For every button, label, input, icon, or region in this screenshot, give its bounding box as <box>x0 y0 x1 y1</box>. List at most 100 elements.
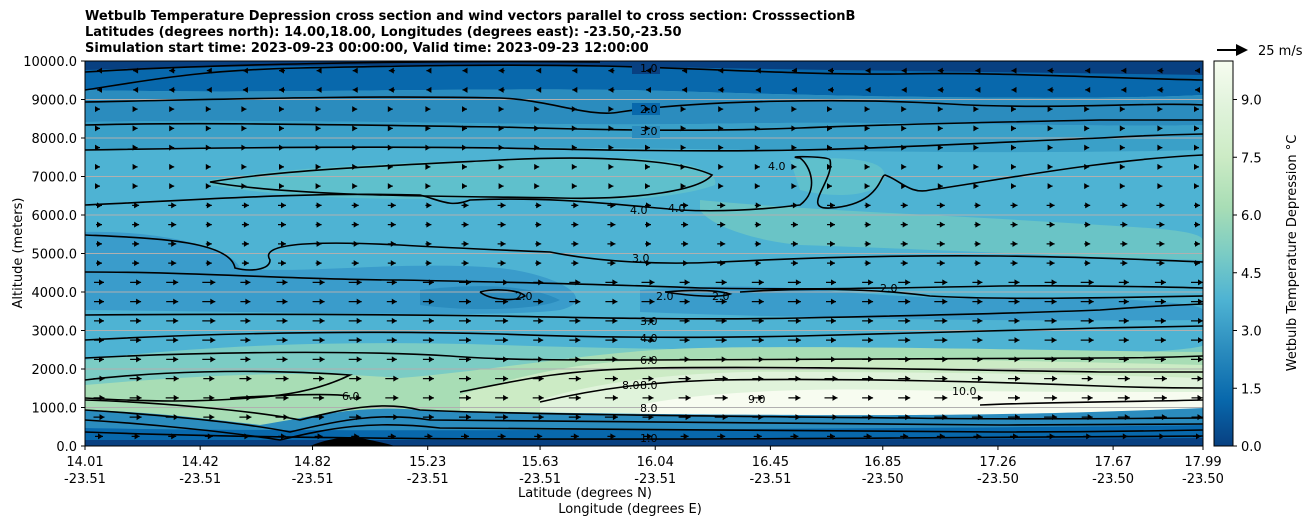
wind-vector-head <box>977 414 983 421</box>
wind-vector-head <box>942 337 948 344</box>
contour-line-sfc-a <box>85 399 1203 421</box>
wind-vector-head <box>1015 394 1020 401</box>
wind-vector-head <box>827 183 832 190</box>
wind-vector-head <box>426 86 432 93</box>
wind-vector-head <box>169 144 175 151</box>
wind-vector-head <box>1195 202 1200 209</box>
wind-vector-head <box>1122 260 1128 267</box>
chart-title-line-1: Wetbulb Temperature Depression cross sec… <box>85 9 856 24</box>
wind-vector-head <box>1051 298 1057 305</box>
wind-vector-head <box>503 375 509 382</box>
wind-vector-head <box>169 86 175 93</box>
wind-vector-head <box>534 144 540 151</box>
wind-vector-head <box>498 67 504 74</box>
wind-vector-head <box>1085 86 1091 93</box>
contour-label-1-sfc: 1.0 <box>640 432 658 445</box>
wind-vector-head <box>134 202 140 209</box>
wind-vectors <box>93 67 1203 440</box>
contour-label-1: 1.0 <box>640 62 658 75</box>
wind-vector-head <box>868 414 874 421</box>
wind-vector-head <box>498 163 504 170</box>
wind-vector-head <box>352 106 358 113</box>
wind-vector-head <box>241 144 247 151</box>
wind-vector-head <box>210 337 216 344</box>
wind-vector-head <box>97 240 102 247</box>
wind-vector-head <box>1014 337 1020 344</box>
wind-vector-head <box>133 67 139 74</box>
wind-vector-head <box>316 260 322 267</box>
wind-vector-head <box>173 414 179 421</box>
contour-line-2c <box>664 289 733 297</box>
x-tick-label-lon: -23.51 <box>749 472 791 487</box>
wind-vector-head <box>610 240 616 247</box>
wind-vector-head <box>791 144 797 151</box>
wind-vector-head <box>905 317 911 324</box>
contour-line-6c <box>229 393 351 399</box>
contour-line-2 <box>85 96 1203 114</box>
wind-vector-head <box>1160 298 1166 305</box>
wind-vector-head <box>718 67 724 74</box>
wind-vector-head <box>754 163 760 170</box>
wind-vector-head <box>573 202 579 209</box>
wind-vector-head <box>905 394 911 401</box>
wind-vector-head <box>466 356 471 363</box>
wind-vector-head <box>864 125 870 132</box>
wind-vector-head <box>390 240 396 247</box>
wind-vector-head <box>831 279 836 286</box>
wind-vector-head <box>827 125 832 132</box>
wind-vector-head <box>136 356 142 363</box>
y-axis: 0.0 1000.0 2000.0 3000.0 4000.0 5000.0 6000.0 7… <box>23 55 85 455</box>
wind-vector-head <box>466 375 471 382</box>
wind-vector-head <box>645 183 650 190</box>
wind-vector-head <box>758 356 764 363</box>
wind-vector-head <box>758 317 764 324</box>
wind-vector-head <box>427 433 433 440</box>
wind-vector-head <box>831 317 836 324</box>
wind-vector-head <box>534 183 540 190</box>
contour-label-6-b: 6.0 <box>342 390 360 403</box>
wind-vector-head <box>538 317 544 324</box>
wind-vector-head <box>827 144 832 151</box>
wind-vector-head <box>1194 106 1199 113</box>
wind-vector-head <box>792 221 798 228</box>
y-tick-label: 0.0 <box>56 440 77 455</box>
wind-vector-head <box>1085 202 1091 209</box>
wind-vector-head <box>388 86 394 93</box>
wind-vector-head <box>831 356 836 363</box>
wind-vector-head <box>973 183 979 190</box>
wind-vector-head <box>173 279 179 286</box>
wind-vector-head <box>282 337 288 344</box>
wind-vector-head <box>241 125 247 132</box>
wind-vector-head <box>319 279 325 286</box>
wind-vector-head <box>1161 375 1167 382</box>
x-axis-label-lat: Latitude (degrees N) <box>518 486 652 501</box>
wind-vector-head <box>391 356 397 363</box>
x-tick-label-lat: 16.85 <box>864 455 901 470</box>
wind-vector-head <box>1011 183 1016 190</box>
wind-vector-head <box>864 106 870 113</box>
wind-vector-head <box>680 183 686 190</box>
wind-vector-head <box>1011 163 1016 170</box>
wind-vector-head <box>1047 183 1053 190</box>
wind-vector-head <box>425 163 431 170</box>
wind-vector-head <box>171 202 177 209</box>
wind-vector-head <box>134 260 140 267</box>
wind-vector-head <box>97 67 102 74</box>
wind-vector-head <box>462 183 467 190</box>
wind-vector-head <box>755 86 761 93</box>
wind-vector-head <box>136 298 142 305</box>
wind-vector-head <box>353 240 359 247</box>
wind-vector-head <box>425 144 431 151</box>
wind-vector-head <box>205 144 211 151</box>
wind-vector-head <box>1051 279 1057 286</box>
wind-vector-head <box>795 375 801 382</box>
wind-vector-head <box>1198 317 1203 324</box>
wind-vector-head <box>1015 414 1020 421</box>
wind-vector-head <box>132 125 138 132</box>
wind-vector-head <box>683 433 689 440</box>
wind-vector-head <box>608 144 614 151</box>
wind-vector-head <box>95 144 100 151</box>
contour-label-6: 6.0 <box>640 354 658 367</box>
contour-labels: 1.0 2.0 3.0 4.0 3.0 3.0 4.0 6.0 8.0 8.0 … <box>342 62 977 445</box>
wind-vector-head <box>680 163 686 170</box>
